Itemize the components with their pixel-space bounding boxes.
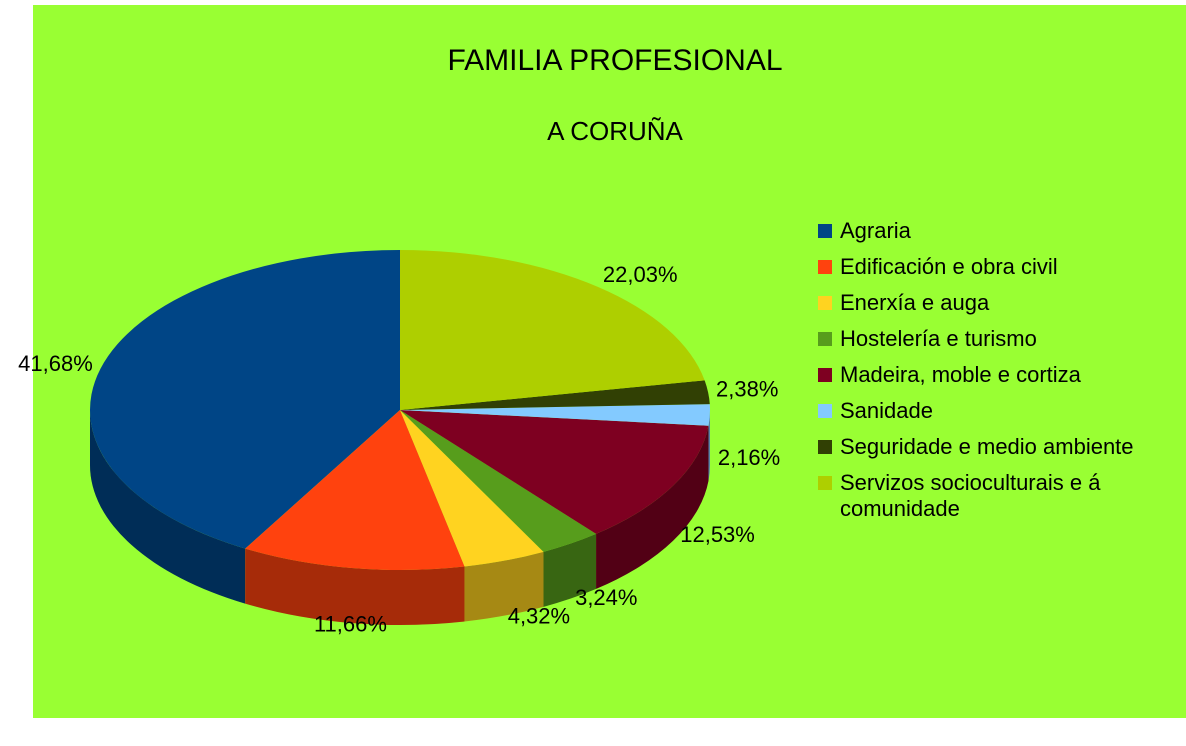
slice-side-shade — [596, 425, 709, 589]
data-label: 2,16% — [718, 445, 780, 470]
data-label: 41,68% — [18, 351, 93, 376]
legend-label: Madeira, moble e cortiza — [840, 362, 1081, 387]
legend-item: Edificación e obra civil — [812, 254, 1162, 280]
slice — [400, 410, 597, 552]
chart-subtitle: A CORUÑA — [547, 116, 683, 146]
data-label: 3,24% — [575, 585, 637, 610]
data-label: 11,66% — [314, 612, 387, 637]
legend-label: Enerxía e auga — [840, 290, 990, 315]
data-label: 4,32% — [508, 604, 570, 629]
legend-swatch — [818, 260, 832, 274]
slice — [400, 250, 705, 410]
legend-swatch — [818, 368, 832, 382]
slice-side — [464, 551, 544, 622]
slice-side-shade — [464, 551, 544, 622]
legend-swatch — [818, 476, 832, 490]
slice-side — [708, 410, 710, 481]
slice-side-shade — [90, 410, 246, 604]
slice — [89, 250, 400, 549]
slice-side — [90, 410, 246, 604]
legend-item: Servizos socioculturais e á comunidade — [812, 470, 1162, 522]
slice — [400, 404, 710, 426]
slice-side-shade — [543, 533, 597, 607]
slice — [245, 410, 465, 570]
legend-swatch — [818, 296, 832, 310]
legend-item: Enerxía e auga — [812, 290, 1162, 316]
legend-swatch — [818, 404, 832, 418]
legend-swatch — [818, 332, 832, 346]
legend-item: Sanidade — [812, 398, 1162, 424]
data-label: 12,53% — [680, 522, 755, 547]
legend-swatch — [818, 224, 832, 238]
legend-item: Seguridade e medio ambiente — [812, 434, 1162, 460]
slice-side — [596, 425, 709, 589]
legend-item: Madeira, moble e cortiza — [812, 362, 1162, 388]
slice — [400, 410, 709, 534]
slice-side-shade — [245, 548, 465, 625]
legend-swatch — [818, 440, 832, 454]
legend-item: Hostelería e turismo — [812, 326, 1162, 352]
legend-label: Hostelería e turismo — [840, 326, 1037, 351]
legend-label: Servizos socioculturais e á comunidade — [840, 470, 1101, 521]
legend-label: Seguridade e medio ambiente — [840, 434, 1134, 459]
legend-label: Sanidade — [840, 398, 933, 423]
slice — [400, 380, 710, 410]
legend-item: Agraria — [812, 218, 1162, 244]
data-label: 2,38% — [716, 376, 778, 401]
chart-title: FAMILIA PROFESIONAL — [447, 44, 782, 77]
slice-side — [245, 548, 465, 625]
slice — [400, 410, 544, 567]
legend: Agraria Edificación e obra civil Enerxía e… — [812, 218, 1162, 532]
legend-label: Agraria — [840, 218, 911, 243]
slice-side — [543, 533, 597, 607]
slice-side-shade — [708, 410, 710, 481]
legend-label: Edificación e obra civil — [840, 254, 1058, 279]
data-label: 22,03% — [603, 262, 678, 287]
